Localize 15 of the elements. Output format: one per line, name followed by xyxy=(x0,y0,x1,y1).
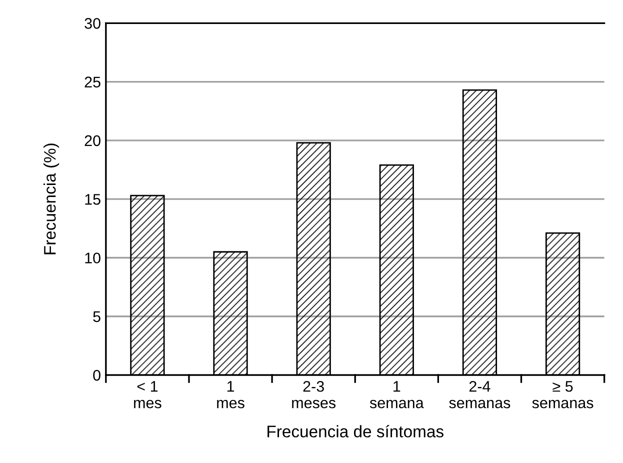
y-tick-label: 30 xyxy=(84,18,100,29)
x-tick-label: ≥ 5 semanas xyxy=(532,381,594,408)
y-tick-label: 5 xyxy=(93,311,100,322)
y-axis-title: Frecuencia (%) xyxy=(44,144,60,254)
y-tick-label: 25 xyxy=(84,76,100,88)
y-tick-label: 15 xyxy=(85,194,100,205)
y-tick-label: 10 xyxy=(85,252,100,264)
x-tick-label: < 1 mes xyxy=(134,381,162,408)
y-tick-label: 0 xyxy=(93,370,100,381)
y-tick-label: 20 xyxy=(84,135,100,146)
x-tick-label: 1 semana xyxy=(370,381,424,408)
x-tick-label: 2-3 meses xyxy=(292,380,336,408)
x-axis-title: Frecuencia de síntomas xyxy=(268,424,444,438)
x-tick-label: 2-4 semanas xyxy=(449,380,510,408)
x-tick-label: 1 mes xyxy=(217,381,244,408)
